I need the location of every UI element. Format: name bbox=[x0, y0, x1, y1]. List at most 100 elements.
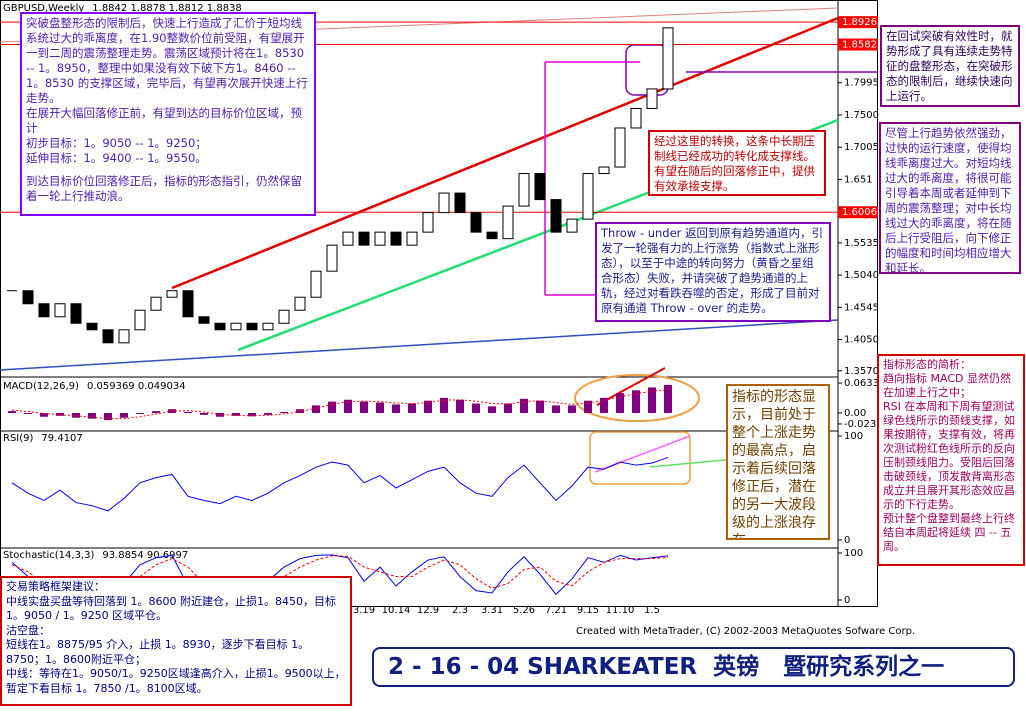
bar bbox=[456, 399, 464, 413]
y-tick-label: 0.06330 bbox=[844, 378, 885, 389]
bar bbox=[616, 393, 624, 413]
note-text: RSI 在本周和下周有望测试绿色线所示的颈线支撑，如果按期待，支撑有效，将再次测… bbox=[883, 400, 1015, 511]
bar bbox=[488, 406, 496, 413]
bar bbox=[504, 403, 512, 413]
note-text: 经过这里的转换，这条中长期压制线已经成功的转化成支撑线。有望在随后的回落修正中，… bbox=[654, 134, 815, 193]
note-text: 突破盘整形态的限制后，快速上行造成了汇价于短均线系统过大的乖离度，在1.90整数… bbox=[26, 16, 308, 105]
candle bbox=[246, 322, 258, 331]
candle bbox=[326, 244, 338, 272]
x-tick-label: 11.10 bbox=[606, 605, 635, 616]
bar bbox=[264, 412, 272, 415]
candle bbox=[182, 290, 194, 318]
note-text: 指标形态的简析： bbox=[883, 358, 971, 371]
bar bbox=[424, 400, 432, 413]
note-box: Throw - under 返回到原有趋势通道内，引发了一轮强有力的上行涨势（指… bbox=[595, 222, 831, 322]
note-box: 经过这里的转换，这条中长期压制线已经成功的转化成支撑线。有望在随后的回落修正中，… bbox=[648, 130, 826, 196]
x-tick-label: 5.26 bbox=[513, 605, 535, 616]
bar bbox=[392, 404, 400, 413]
price-level-box bbox=[838, 38, 878, 51]
frame bbox=[0, 0, 878, 607]
x-tick-label: 1.5 bbox=[644, 605, 660, 616]
candle bbox=[310, 270, 322, 298]
y-tick-label: 1.651 bbox=[844, 174, 873, 185]
candle bbox=[358, 231, 370, 246]
bar bbox=[440, 397, 448, 413]
note-box: 指标的形态显示，目前处于整个上涨走势的最高点，启示着后续回落修正后，潜在的另一大… bbox=[726, 384, 830, 540]
candle bbox=[374, 231, 386, 246]
bar bbox=[184, 412, 192, 414]
candle bbox=[70, 303, 82, 324]
bar bbox=[40, 412, 48, 417]
x-tick-label: 10.14 bbox=[382, 605, 411, 616]
note-text: 尽管上行趋势依然强劲，过快的运行速度，使得均线乖离度过大。对短均线过大的乖离度，… bbox=[885, 126, 1012, 274]
candle bbox=[118, 329, 130, 344]
bar bbox=[328, 401, 336, 413]
y-tick-label: 100 bbox=[844, 548, 863, 559]
note-text: 到达目标价位回落修正后，指标的形态指引，仍然保留着一轮上行推动浪。 bbox=[26, 174, 302, 203]
note-text: 趋向指标 MACD 显然仍然在加速上行之中； bbox=[883, 372, 1011, 399]
trend-line bbox=[0, 319, 839, 371]
bar bbox=[104, 412, 112, 421]
candle bbox=[614, 127, 626, 168]
price-level-box bbox=[838, 16, 878, 29]
price-level-label: 1.8926 bbox=[842, 17, 877, 28]
note-box: 尽管上行趋势依然强劲，过快的运行速度，使得均线乖离度过大。对短均线过大的乖离度，… bbox=[879, 122, 1021, 274]
candle bbox=[502, 205, 514, 240]
banner: 2 - 16 - 04 SHARKEATER 英镑 暨研究系列之一 bbox=[372, 647, 1015, 687]
bar bbox=[520, 398, 528, 413]
y-tick-label: 0 bbox=[844, 595, 850, 606]
y-tick-label: 1.4545 bbox=[844, 302, 879, 313]
highlight bbox=[625, 44, 669, 96]
note-box: 指标形态的简析： 趋向指标 MACD 显然仍然在加速上行之中； RSI 在本周和… bbox=[877, 354, 1025, 566]
note-text: 沽空盘： bbox=[6, 623, 50, 637]
candle bbox=[342, 231, 354, 246]
y-tick-label: 1.4050 bbox=[844, 335, 879, 346]
candle bbox=[566, 218, 578, 233]
highlight bbox=[589, 431, 691, 485]
bar bbox=[552, 405, 560, 413]
y-tick-label: 1.3570 bbox=[844, 366, 879, 377]
y-tick-label: 1.7995 bbox=[844, 78, 879, 89]
y-tick-label: 1.7500 bbox=[844, 110, 879, 121]
candle bbox=[662, 27, 674, 90]
candle bbox=[582, 173, 594, 220]
x-tick-label: 2.3 bbox=[452, 605, 468, 616]
y-tick-label: 0.00 bbox=[844, 408, 866, 419]
note-text: 在回试突破有效性时，就势形成了具有连续走势特征的盘整形态，在突破形态的限制后，继… bbox=[886, 29, 1013, 103]
candle bbox=[86, 322, 98, 331]
highlight bbox=[574, 374, 700, 422]
price-level-label: 1.8582 bbox=[842, 40, 877, 51]
bar bbox=[584, 400, 592, 413]
panel-title: RSI(9) bbox=[3, 433, 34, 444]
bar bbox=[280, 412, 288, 414]
bar bbox=[360, 401, 368, 413]
y-tick-label: -0.02320 bbox=[844, 419, 889, 430]
candle bbox=[38, 303, 50, 318]
candle bbox=[422, 212, 434, 233]
bar bbox=[200, 412, 208, 415]
note-text: 指标的形态显示，目前处于整个上涨走势的最高点，启示着后续回落修正后，潜在的另一大… bbox=[732, 389, 816, 538]
note-text: 延伸目标：1。9400 -- 1。9550。 bbox=[26, 151, 207, 165]
candle bbox=[646, 88, 658, 109]
bar bbox=[664, 384, 672, 413]
note-text: 在展开大幅回落修正前，有望到达的目标价位区域，预计 bbox=[26, 106, 302, 135]
note-text: Throw - under 返回到原有趋势通道内，引发了一轮强有力的上行涨势（指… bbox=[601, 226, 824, 315]
bar bbox=[88, 412, 96, 419]
bar bbox=[24, 412, 32, 414]
y-tick-label: 1.5535 bbox=[844, 238, 879, 249]
bar bbox=[408, 403, 416, 413]
candle bbox=[198, 316, 210, 324]
candle bbox=[438, 192, 450, 214]
candle bbox=[262, 322, 274, 331]
panel-title: GBPUSD,Weekly bbox=[3, 3, 84, 14]
bar bbox=[536, 400, 544, 413]
price-level-box bbox=[838, 206, 878, 219]
panel-title: Stochastic(14,3,3) bbox=[3, 550, 94, 561]
note-text: 初步目标：1。9050 -- 1。9250； bbox=[26, 136, 207, 150]
candle bbox=[278, 309, 290, 324]
bar bbox=[232, 412, 240, 416]
candle bbox=[390, 231, 402, 246]
y-tick-label: 0 bbox=[844, 535, 850, 546]
